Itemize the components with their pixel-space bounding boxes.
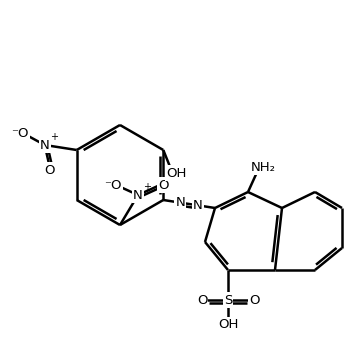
Text: O: O	[158, 179, 168, 192]
Text: O: O	[44, 164, 55, 176]
Text: ⁻O: ⁻O	[11, 126, 29, 140]
Text: N: N	[175, 196, 185, 209]
Text: +: +	[143, 182, 151, 192]
Text: +: +	[50, 132, 58, 142]
Text: NH₂: NH₂	[251, 160, 275, 174]
Text: OH: OH	[218, 319, 238, 332]
Text: O: O	[197, 294, 207, 306]
Text: ⁻O: ⁻O	[104, 179, 122, 192]
Text: S: S	[224, 294, 232, 306]
Text: N: N	[40, 139, 49, 151]
Text: O: O	[249, 294, 259, 306]
Text: N: N	[133, 189, 143, 202]
Text: OH: OH	[166, 166, 187, 179]
Text: N: N	[193, 199, 203, 212]
